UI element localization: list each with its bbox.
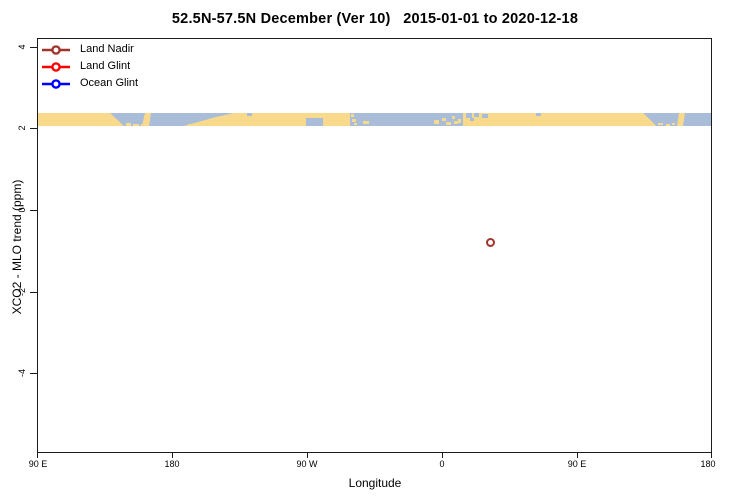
x-tick-label: 90 E [28, 459, 48, 469]
map-strip [38, 113, 711, 126]
y-tick-label: 4 [17, 44, 27, 50]
legend-label: Ocean Glint [80, 76, 139, 89]
x-axis-title: Longitude [348, 476, 402, 490]
x-tick [710, 453, 712, 458]
legend: Land Nadir Land Glint Ocean Glint [41, 40, 138, 91]
data-point-land-nadir [486, 238, 495, 247]
y-tick [30, 46, 37, 48]
x-tick-label: 180 [164, 459, 180, 469]
chart-title: 52.5N-57.5N December (Ver 10) 2015-01-01… [171, 11, 579, 27]
x-tick [442, 453, 444, 458]
x-tick [37, 453, 39, 458]
y-tick [30, 373, 37, 375]
map-strip-graphic [38, 113, 711, 126]
legend-item-land-nadir: Land Nadir [41, 40, 138, 57]
legend-item-land-glint: Land Glint [41, 57, 138, 74]
land-glint-marker-icon [41, 60, 71, 72]
x-tick [172, 453, 174, 458]
y-tick-label: 2 [17, 125, 27, 131]
x-tick [577, 453, 579, 458]
y-tick [30, 209, 37, 211]
legend-label: Land Nadir [80, 42, 134, 55]
x-tick-label: 180 [700, 459, 716, 469]
y-tick-label: -4 [17, 369, 27, 378]
land-nadir-marker-icon [41, 43, 71, 55]
plot-area [37, 38, 712, 453]
x-tick-label: 90 E [567, 459, 587, 469]
x-tick-label: 0 [439, 459, 445, 469]
legend-item-ocean-glint: Ocean Glint [41, 74, 138, 91]
legend-label: Land Glint [80, 59, 131, 72]
x-tick [307, 453, 309, 458]
ocean-glint-marker-icon [41, 77, 71, 89]
y-tick [30, 291, 37, 293]
y-axis-title: XCO2 - MLO trend (ppm) [10, 179, 24, 315]
y-tick [30, 128, 37, 130]
x-tick-label: 90 W [296, 459, 318, 469]
